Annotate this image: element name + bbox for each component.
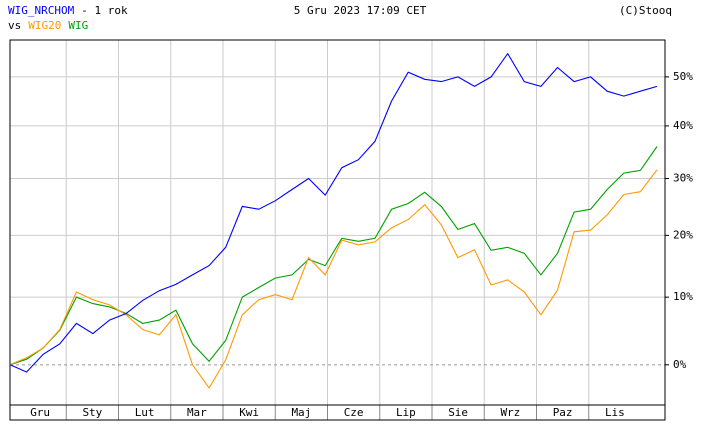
y-tick-label: 0% (673, 358, 687, 371)
legend-entry: WIG20 (28, 19, 61, 32)
x-tick-label: Mar (187, 406, 207, 419)
x-tick-label: Cze (344, 406, 364, 419)
x-tick-label: Paz (553, 406, 573, 419)
x-tick-label: Sty (82, 406, 102, 419)
legend-entry: WIG (68, 19, 88, 32)
header-date: 5 Gru 2023 17:09 CET (294, 4, 427, 17)
x-tick-label: Gru (30, 406, 50, 419)
x-tick-label: Lut (135, 406, 155, 419)
main-series-name: WIG_NRCHOM (8, 4, 75, 17)
y-tick-label: 40% (673, 119, 693, 132)
legend: vs WIG20 WIG (8, 19, 88, 32)
x-tick-label: Wrz (500, 406, 520, 419)
series-line (9, 52, 658, 373)
x-tick-label: Sie (448, 406, 468, 419)
y-tick-label: 30% (673, 172, 693, 185)
x-tick-label: Lip (396, 406, 416, 419)
series-line (9, 169, 658, 389)
header-left: WIG_NRCHOM - 1 rok (8, 4, 128, 17)
y-tick-label: 10% (673, 290, 693, 303)
x-tick-label: Lis (605, 406, 625, 419)
vs-label: vs (8, 19, 21, 32)
y-tick-label: 50% (673, 70, 693, 83)
x-tick-label: Maj (291, 406, 311, 419)
period: - 1 rok (81, 4, 128, 17)
y-tick-label: 20% (673, 228, 693, 241)
header-right: (C)Stooq (619, 4, 672, 17)
x-tick-label: Kwi (239, 406, 259, 419)
plot-frame (9, 39, 666, 421)
